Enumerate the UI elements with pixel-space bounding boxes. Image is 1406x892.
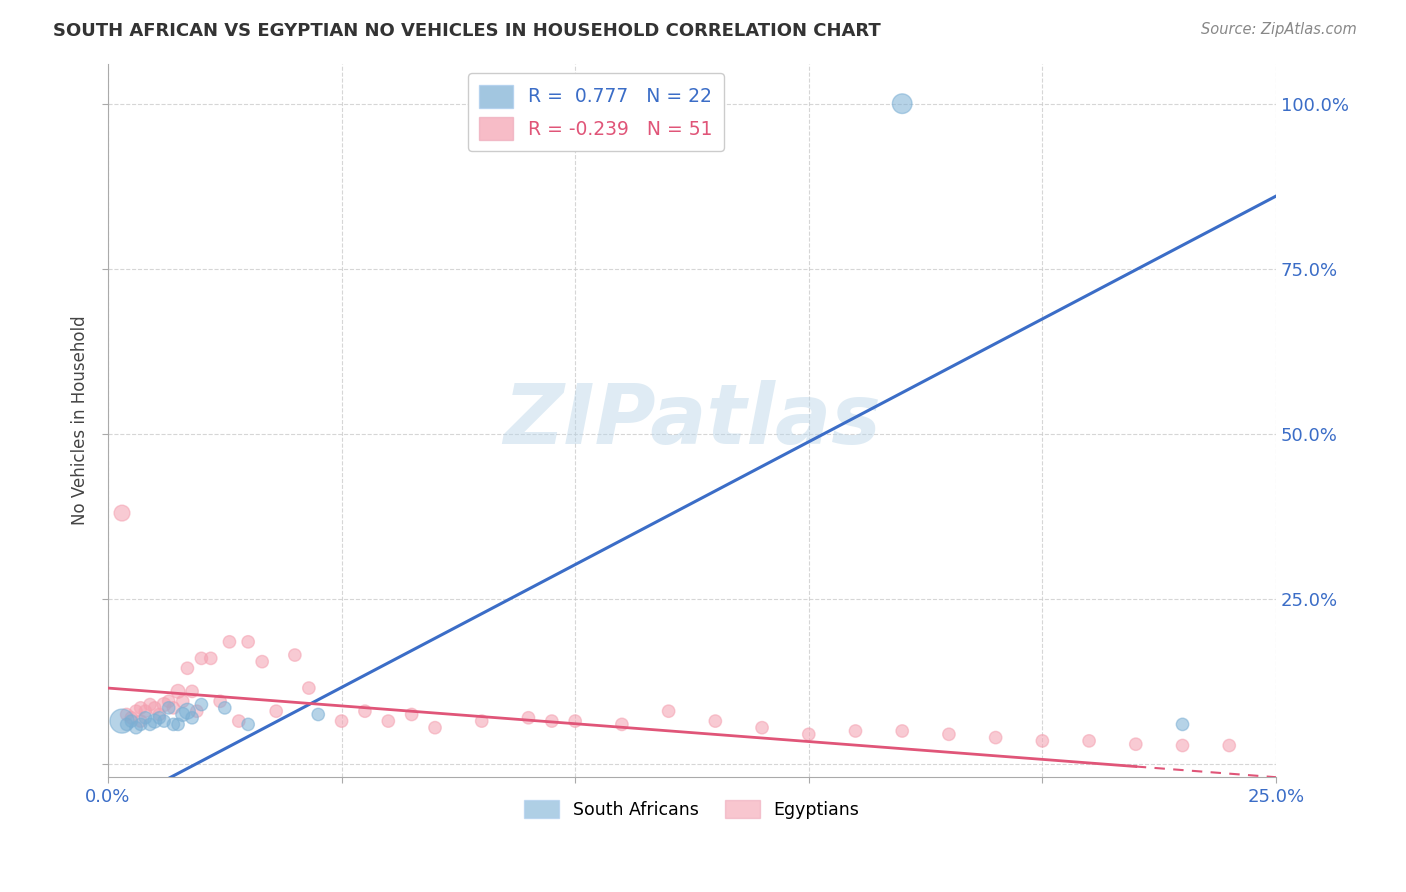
Point xyxy=(134,711,156,725)
Point xyxy=(172,694,194,708)
Point xyxy=(938,727,960,741)
Point xyxy=(186,704,208,718)
Point xyxy=(377,714,399,728)
Point xyxy=(134,704,156,718)
Point xyxy=(129,717,152,731)
Y-axis label: No Vehicles in Household: No Vehicles in Household xyxy=(72,316,89,525)
Point xyxy=(610,717,633,731)
Point xyxy=(162,701,184,715)
Point xyxy=(162,717,184,731)
Point xyxy=(181,684,204,698)
Point xyxy=(120,714,142,728)
Point xyxy=(120,711,142,725)
Point xyxy=(125,721,148,735)
Point xyxy=(704,714,727,728)
Point xyxy=(1171,739,1194,753)
Point xyxy=(984,731,1007,745)
Point xyxy=(143,701,166,715)
Point xyxy=(658,704,681,718)
Point xyxy=(190,698,212,712)
Text: ZIPatlas: ZIPatlas xyxy=(503,380,882,461)
Point xyxy=(250,655,273,669)
Point xyxy=(423,721,446,735)
Point xyxy=(181,711,204,725)
Text: Source: ZipAtlas.com: Source: ZipAtlas.com xyxy=(1201,22,1357,37)
Point xyxy=(471,714,494,728)
Point xyxy=(139,698,162,712)
Point xyxy=(284,648,307,662)
Point xyxy=(236,717,259,731)
Point xyxy=(111,506,134,520)
Point xyxy=(139,717,162,731)
Point xyxy=(844,723,866,738)
Point xyxy=(354,704,377,718)
Point xyxy=(1031,734,1053,748)
Text: SOUTH AFRICAN VS EGYPTIAN NO VEHICLES IN HOUSEHOLD CORRELATION CHART: SOUTH AFRICAN VS EGYPTIAN NO VEHICLES IN… xyxy=(53,22,882,40)
Point xyxy=(129,701,152,715)
Point xyxy=(228,714,250,728)
Point xyxy=(111,714,134,728)
Point xyxy=(153,714,176,728)
Point xyxy=(148,711,170,725)
Point xyxy=(264,704,287,718)
Point xyxy=(891,96,914,111)
Point xyxy=(190,651,212,665)
Point xyxy=(176,704,198,718)
Point xyxy=(236,635,259,649)
Point xyxy=(176,661,198,675)
Point xyxy=(115,717,138,731)
Point xyxy=(157,701,180,715)
Point xyxy=(540,714,562,728)
Point xyxy=(129,714,152,728)
Point xyxy=(1171,717,1194,731)
Point xyxy=(125,704,148,718)
Point xyxy=(167,717,190,731)
Point xyxy=(1078,734,1101,748)
Point xyxy=(1125,737,1147,751)
Point xyxy=(200,651,222,665)
Point xyxy=(401,707,423,722)
Point xyxy=(298,681,321,695)
Point xyxy=(218,635,240,649)
Point xyxy=(797,727,820,741)
Point xyxy=(153,698,176,712)
Point xyxy=(172,707,194,722)
Point xyxy=(891,723,914,738)
Point xyxy=(330,714,353,728)
Point xyxy=(143,714,166,728)
Point xyxy=(307,707,329,722)
Point xyxy=(209,694,232,708)
Point xyxy=(148,707,170,722)
Point xyxy=(751,721,773,735)
Point xyxy=(157,694,180,708)
Point xyxy=(1218,739,1240,753)
Point xyxy=(517,711,540,725)
Point xyxy=(115,707,138,722)
Point xyxy=(167,684,190,698)
Point xyxy=(564,714,586,728)
Legend: South Africans, Egyptians: South Africans, Egyptians xyxy=(517,793,866,826)
Point xyxy=(214,701,236,715)
